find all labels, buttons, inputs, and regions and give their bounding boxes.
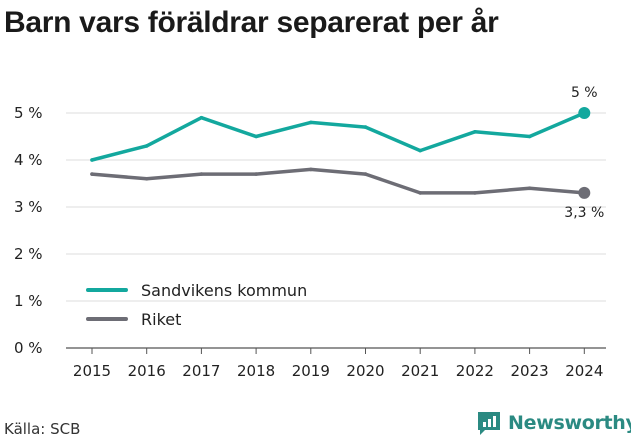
x-tick-label: 2020 [346, 362, 384, 380]
series-line-1 [90, 167, 587, 195]
data-point [363, 125, 368, 129]
x-tick-label: 2015 [73, 362, 111, 380]
legend: Sandvikens kommun Riket [86, 281, 307, 329]
x-axis-ticks: 2015 2016 2017 2018 2019 2020 2021 2022 2023 2024 [73, 348, 603, 380]
data-point [418, 191, 423, 195]
x-tick-label: 2018 [237, 362, 275, 380]
data-point [309, 120, 313, 125]
y-tick-label: 0 % [14, 339, 43, 357]
series-line-0 [90, 111, 587, 162]
data-point [144, 144, 149, 148]
data-point [527, 134, 532, 139]
data-point [473, 191, 477, 195]
data-point [473, 130, 477, 134]
data-point [144, 177, 149, 181]
x-tick-label: 2023 [511, 362, 549, 380]
y-tick-label: 5 % [14, 104, 43, 122]
source-note: Källa: SCB [4, 420, 81, 438]
data-point [199, 115, 204, 120]
y-tick-label: 4 % [14, 151, 43, 169]
data-point [254, 172, 258, 176]
legend-label: Riket [141, 310, 181, 329]
grid-lines [66, 112, 606, 349]
legend-label: Sandvikens kommun [141, 281, 307, 300]
end-point-marker [578, 186, 591, 199]
data-point [90, 158, 94, 162]
x-tick-label: 2022 [456, 362, 494, 380]
brand-logo[interactable]: Newsworthy [476, 408, 631, 438]
data-point [527, 186, 532, 190]
x-tick-label: 2024 [565, 362, 603, 380]
chart-title: Barn vars föräldrar separerat per år [4, 6, 499, 39]
end-point-marker [578, 107, 591, 119]
series-lines [90, 107, 591, 199]
data-point [90, 172, 94, 176]
end-value-label: 3,3 % [564, 205, 604, 221]
x-tick-label: 2017 [182, 362, 220, 380]
y-axis-ticks: 0 % 1 % 2 % 3 % 4 % 5 % [14, 104, 43, 357]
x-tick-label: 2021 [401, 362, 439, 380]
x-tick-label: 2016 [128, 362, 166, 380]
data-point [418, 148, 423, 153]
data-point [363, 172, 368, 176]
data-point [254, 134, 258, 139]
end-labels: 5 % 3,3 % [564, 85, 604, 221]
brand-name: Newsworthy [508, 412, 631, 434]
data-point [309, 167, 313, 172]
newsworthy-logo-icon [478, 412, 500, 435]
y-tick-label: 2 % [14, 245, 43, 263]
x-tick-label: 2019 [292, 362, 330, 380]
y-tick-label: 1 % [14, 292, 43, 310]
data-point [199, 172, 204, 176]
end-value-label: 5 % [571, 85, 598, 101]
y-tick-label: 3 % [14, 198, 43, 216]
